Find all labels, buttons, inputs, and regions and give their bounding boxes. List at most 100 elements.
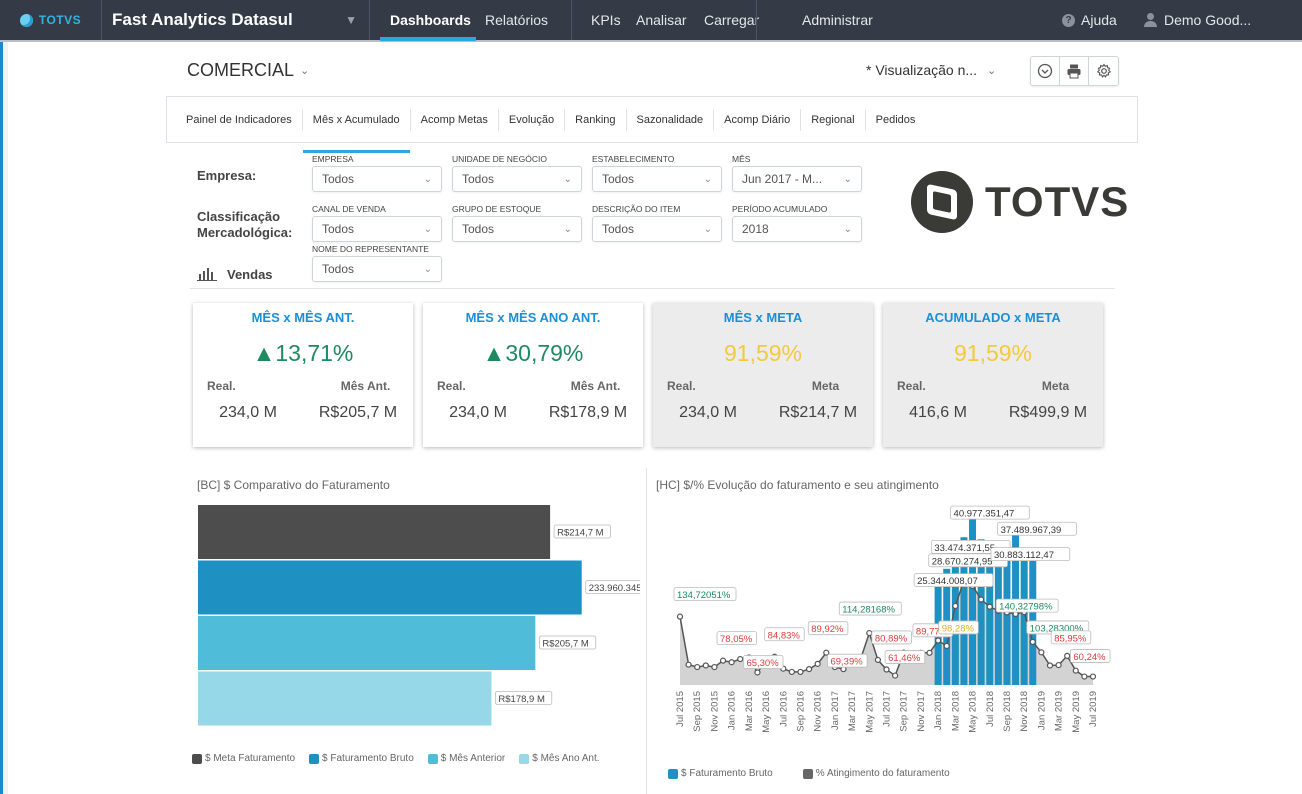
tab-pedidos[interactable]: Pedidos (875, 113, 916, 126)
help-label: Ajuda (1081, 12, 1117, 28)
filter-caption: CANAL DE VENDA (312, 204, 386, 214)
legend-item[interactable]: $ Faturamento Bruto (668, 768, 773, 779)
data-label-box (871, 630, 912, 645)
data-label-box (585, 580, 640, 594)
x-tick-label: Jan 2016 (727, 691, 738, 730)
legend-item[interactable]: % Atingimento do faturamento (802, 768, 950, 779)
kpi-right-label: Meta (811, 379, 840, 393)
point-data-label: 98,28% (938, 620, 979, 634)
nav-dashboards[interactable]: Dashboards (390, 12, 471, 28)
data-label-text: 30.883.112,47 (994, 550, 1054, 561)
faturamento-bar (994, 544, 1002, 685)
legend-swatch (309, 753, 320, 764)
kpi-left-value: 416,6 M (909, 404, 967, 421)
kpi-value: 91,59% (723, 340, 802, 366)
faturamento-bar (986, 541, 994, 685)
mes-select[interactable]: Jun 2017 - M... ⌄ (732, 166, 862, 192)
atingimento-point (702, 662, 709, 669)
app-selector[interactable]: Fast Analytics Datasul ▼ (102, 0, 370, 40)
filter-caption: UNIDADE DE NEGÓCIO (452, 154, 547, 164)
periodo-select[interactable]: 2018 ⌄ (732, 216, 862, 242)
tab-acomp-diario[interactable]: Acomp Diário (714, 108, 802, 131)
point-data-label: 25.344.008,07 (913, 573, 994, 587)
user-menu[interactable]: Demo Good... (1144, 0, 1251, 40)
atingimento-point (694, 663, 701, 671)
representante-select[interactable]: Todos ⌄ (312, 256, 442, 282)
filter-canal-de-venda: CANAL DE VENDA Todos ⌄ (312, 204, 442, 242)
schedule-button[interactable] (1031, 57, 1060, 85)
kpi-left-label: Real. (437, 379, 466, 393)
kpi-left-label: Real. (897, 379, 926, 393)
tab-sazonalidade[interactable]: Sazonalidade (627, 108, 715, 131)
atingimento-point (719, 657, 727, 664)
dashboard-selector[interactable]: COMERCIAL ⌄ (187, 60, 309, 81)
select-value: Todos (602, 172, 635, 186)
x-tick-label: Nov 2017 (916, 691, 927, 732)
empresa-select[interactable]: Todos ⌄ (312, 166, 442, 192)
data-label-text: 40.977.351,47 (954, 509, 1015, 520)
nav-carregar[interactable]: Carregar (704, 12, 760, 28)
select-value: Todos (322, 172, 355, 186)
nav-relatorios[interactable]: Relatórios (485, 12, 549, 28)
gear-icon (1096, 63, 1111, 78)
view-selector[interactable]: * Visualização n... ⌄ (866, 62, 996, 78)
tab-evolucao[interactable]: Evolução (499, 108, 566, 131)
view-selector-label: * Visualização n... (866, 62, 978, 78)
atingimento-point (986, 603, 993, 610)
print-icon (1067, 64, 1081, 79)
atingimento-point (943, 642, 950, 650)
bar-0 (198, 505, 551, 559)
legend-item[interactable]: $ Mês Ano Ant. (519, 753, 600, 764)
dashboard-toolbar (1030, 56, 1119, 86)
unidade-select[interactable]: Todos ⌄ (452, 166, 582, 192)
data-label-box (997, 521, 1077, 536)
faturamento-bar (977, 539, 985, 685)
tab-regional[interactable]: Regional (801, 108, 866, 131)
nav-kpis[interactable]: KPIs (591, 12, 621, 28)
nav-analisar[interactable]: Analisar (636, 12, 687, 28)
help-link[interactable]: ? Ajuda (1062, 0, 1117, 40)
estabelecimento-select[interactable]: Todos ⌄ (592, 166, 722, 192)
tab-acomp-metas[interactable]: Acomp Metas (411, 108, 499, 131)
select-value: Todos (322, 262, 355, 276)
chevron-down-icon: ⌄ (563, 173, 572, 185)
filter-descricao-do-item: DESCRIÇÃO DO ITEM Todos ⌄ (592, 204, 722, 242)
kpi-right-label: Mês Ant. (340, 379, 391, 393)
x-tick-label: Nov 2015 (709, 691, 720, 732)
atingimento-point (1064, 652, 1071, 659)
select-value: Todos (602, 222, 635, 236)
bar-2 (198, 616, 536, 670)
tab-mes-x-acumulado[interactable]: Mês x Acumulado (302, 108, 411, 153)
brand-logo[interactable]: TOTVS (0, 0, 102, 40)
tab-ranking[interactable]: Ranking (565, 108, 627, 131)
chevron-down-icon: ⌄ (703, 223, 712, 235)
grupo-select[interactable]: Todos ⌄ (452, 216, 582, 242)
data-label-text: 233.960.345,51 (589, 583, 640, 594)
point-data-label: 89,92% (807, 621, 849, 635)
clock-icon (1037, 63, 1053, 79)
kpi-mes-x-mes-ano-ant: MÊS x MÊS ANO ANT. ▲30,79% Real. Mês Ant.… (423, 303, 643, 447)
settings-button[interactable] (1089, 57, 1118, 85)
chevron-down-icon: ▼ (345, 13, 357, 27)
print-button[interactable] (1060, 57, 1089, 85)
filter-estabelecimento: ESTABELECIMENTO Todos ⌄ (592, 154, 722, 192)
data-label-text: 28.670.274,95 (932, 556, 993, 567)
x-tick-label: Mar 2017 (847, 691, 858, 731)
legend-item[interactable]: $ Faturamento Bruto (309, 753, 414, 764)
point-data-label: 140,32798% (995, 598, 1059, 613)
legend-item[interactable]: $ Mês Anterior (427, 753, 505, 764)
data-label-text: 33.474.371,55 (934, 543, 995, 554)
data-label-box (930, 540, 1011, 554)
atingimento-point (805, 665, 813, 673)
kpi-value: ▲30,79% (482, 340, 584, 366)
canal-select[interactable]: Todos ⌄ (312, 216, 442, 242)
nav-administrar[interactable]: Administrar (802, 12, 873, 28)
legend-label: $ Meta Faturamento (205, 753, 296, 764)
point-data-label: 134,72051% (673, 587, 737, 601)
legend-item[interactable]: $ Meta Faturamento (192, 753, 295, 764)
data-label-box (950, 505, 1030, 520)
x-tick-label: Jul 2015 (675, 691, 686, 727)
tab-painel-de-indicadores[interactable]: Painel de Indicadores (186, 108, 303, 131)
kpi-right-label: Mês Ant. (570, 379, 621, 393)
descricao-select[interactable]: Todos ⌄ (592, 216, 722, 242)
